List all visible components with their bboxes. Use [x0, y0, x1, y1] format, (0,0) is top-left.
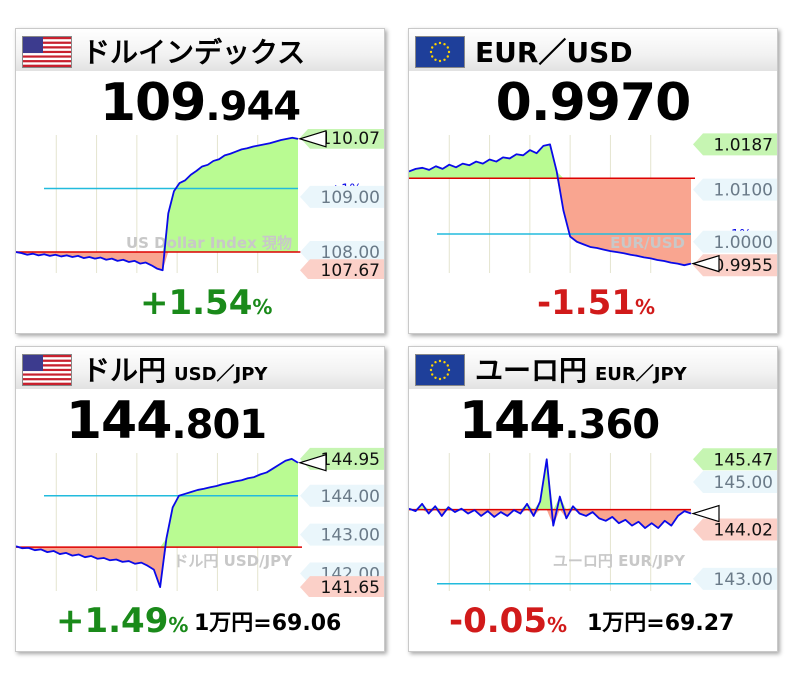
- panel-usd-jpy[interactable]: ドル円 USD／JPY 144.801 ドル円 USD/JPY 144.95 144.…: [15, 346, 385, 652]
- price-chart: US Dollar Index 現物+1%110.07109.00108.001…: [16, 129, 384, 279]
- us-flag-icon: [22, 36, 72, 68]
- price-value: 144.801: [65, 391, 267, 451]
- price-line: [409, 458, 692, 529]
- gain-area: [16, 458, 298, 548]
- price-line: [409, 143, 692, 267]
- current-price-marker: [297, 130, 327, 148]
- price-label: 1.0187: [714, 135, 773, 155]
- panel-header: EUR／USD: [409, 29, 777, 71]
- change-percent: -0.05%: [449, 601, 568, 641]
- price-value: 109.944: [99, 73, 301, 133]
- price-label-bg: [693, 230, 777, 253]
- price-label-bg: [300, 484, 384, 507]
- price-label-bg: [300, 523, 384, 546]
- price-label: 143.00: [321, 526, 380, 546]
- price-label: 1.0100: [714, 181, 773, 201]
- price-chart: ドル円 USD/JPY144.95144.00143.00142.00141.6…: [16, 447, 384, 597]
- us-flag-icon: [22, 354, 72, 386]
- price-label: 107.67: [321, 261, 380, 279]
- chart-watermark: US Dollar Index 現物: [126, 234, 292, 252]
- price-label-bg: [300, 259, 384, 279]
- price-label-bg: [693, 178, 777, 201]
- chart-watermark: ドル円 USD/JPY: [173, 552, 293, 570]
- eu-flag-icon: [415, 36, 465, 68]
- price-label-bg: [693, 518, 777, 541]
- price-label: 109.00: [321, 188, 380, 208]
- current-price-marker: [297, 453, 327, 472]
- change-percent: +1.49%: [56, 601, 189, 641]
- price-value: 0.9970: [495, 73, 692, 133]
- panel-title: ドル円 USD／JPY: [82, 354, 268, 387]
- panel-header: ドル円 USD／JPY: [16, 347, 384, 389]
- panel-title: ユーロ円 EUR／JPY: [475, 354, 687, 387]
- price-label: 145.00: [714, 473, 773, 493]
- panel-title: ドルインデックス: [82, 36, 306, 69]
- change-percent: -1.51%: [537, 283, 656, 323]
- gain-area: [16, 137, 298, 253]
- price-label: 145.47: [714, 450, 773, 470]
- exchange-rate-note: 1万円=69.06: [194, 611, 342, 636]
- price-label-bg: [693, 448, 777, 471]
- price-label: 144.00: [321, 487, 380, 507]
- price-line: [16, 457, 299, 589]
- price-label-bg: [300, 185, 384, 208]
- panel-eur-usd[interactable]: EUR／USD 0.9970 EUR/USD-1%1.01871.01001.0…: [408, 28, 778, 334]
- panel-header: ユーロ円 EUR／JPY: [409, 347, 777, 389]
- price-label-bg: [300, 241, 384, 264]
- price-label: 144.02: [714, 521, 773, 541]
- price-label: 144.95: [321, 450, 380, 470]
- price-label-bg: [693, 567, 777, 590]
- chart-watermark: ユーロ円 EUR/JPY: [553, 552, 686, 570]
- price-line: [16, 136, 299, 272]
- change-percent: +1.54%: [140, 283, 273, 323]
- chart-watermark: EUR/USD: [610, 234, 685, 252]
- current-price-marker: [690, 504, 720, 523]
- price-label: 0.9955: [714, 256, 773, 276]
- price-value: 144.360: [458, 391, 660, 451]
- panel-eur-jpy[interactable]: ユーロ円 EUR／JPY 144.360 ユーロ円 EUR/JPY 145.47 14…: [408, 346, 778, 652]
- price-label-bg: [300, 576, 384, 597]
- price-label: 1.0000: [714, 233, 773, 253]
- current-price-marker: [690, 254, 720, 273]
- price-chart: ユーロ円 EUR/JPY 145.47 145.00 144.02 143.00: [409, 448, 777, 591]
- price-label: 108.00: [321, 243, 380, 263]
- loss-area: [16, 547, 298, 588]
- eu-flag-icon: [415, 354, 465, 386]
- price-label: 110.07: [321, 129, 380, 149]
- exchange-rate-note: 1万円=69.27: [587, 611, 735, 636]
- price-label: 141.65: [321, 578, 380, 597]
- loss-area: [16, 252, 298, 271]
- price-label-bg: [693, 133, 777, 156]
- panel-title: EUR／USD: [475, 36, 633, 69]
- loss-area: [409, 178, 691, 266]
- price-label-bg: [693, 471, 777, 494]
- price-label: 143.00: [714, 570, 773, 590]
- gain-area: [409, 144, 691, 179]
- panel-header: ドルインデックス: [16, 29, 384, 71]
- panel-dollar-index[interactable]: ドルインデックス 109.944 US Dollar Index 現物+1%11…: [15, 28, 385, 334]
